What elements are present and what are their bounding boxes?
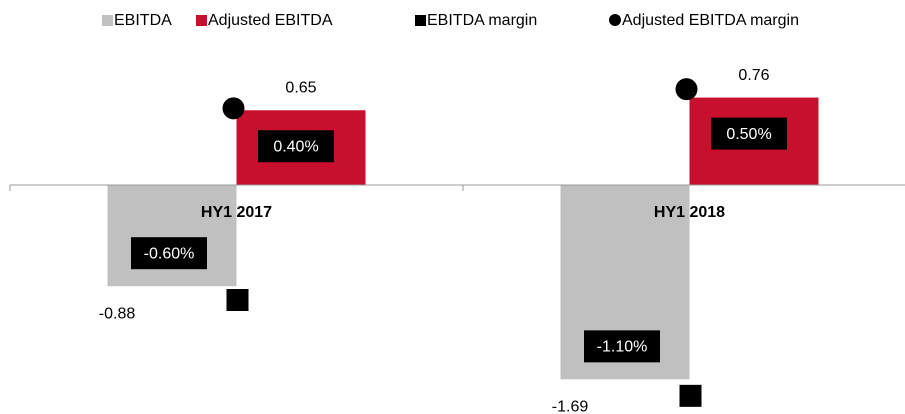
legend-marker xyxy=(609,14,621,26)
legend-marker xyxy=(415,15,426,26)
legend-label: Adjusted EBITDA margin xyxy=(622,12,799,29)
margin-label-box xyxy=(258,130,334,163)
legend-label: Adjusted EBITDA xyxy=(208,12,333,29)
data-label: -0.88 xyxy=(99,305,136,322)
data-label: -1.69 xyxy=(552,399,589,414)
margin-marker xyxy=(222,97,245,120)
x-tick-label: HY1 2017 xyxy=(201,204,272,221)
data-label: 0.76 xyxy=(738,67,769,84)
legend-label: EBITDA xyxy=(114,12,172,29)
margin-label: 0.50% xyxy=(726,126,771,143)
margin-label-box xyxy=(131,237,207,270)
bar xyxy=(107,185,237,287)
legend-label: EBITDA margin xyxy=(427,12,537,29)
margin-marker xyxy=(675,78,698,101)
margin-marker xyxy=(679,384,702,407)
margin-label-box xyxy=(711,117,787,150)
legend-marker xyxy=(102,15,113,26)
margin-label: 0.40% xyxy=(273,138,318,155)
legend-marker xyxy=(196,15,207,26)
margin-marker xyxy=(226,289,249,311)
margin-label-box xyxy=(584,330,660,363)
margin-label: -0.60% xyxy=(144,245,195,262)
data-label: 0.65 xyxy=(285,79,316,96)
margin-label: -1.10% xyxy=(597,339,648,356)
x-tick-label: HY1 2018 xyxy=(654,204,725,221)
